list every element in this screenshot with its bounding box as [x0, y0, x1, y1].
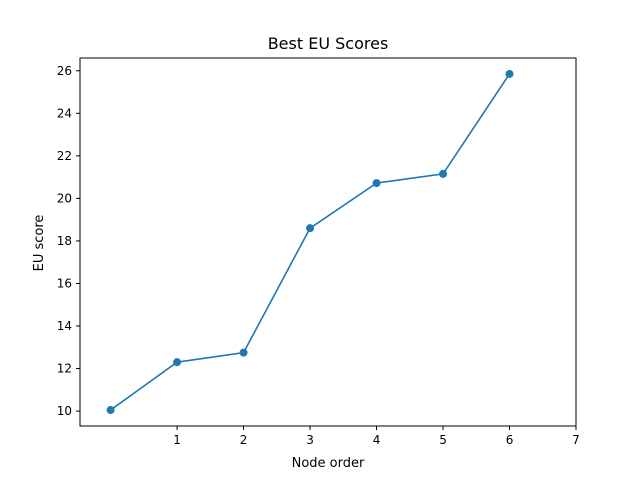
x-tick-label-6: 7: [572, 433, 580, 447]
x-axis-label: Node order: [292, 456, 365, 471]
y-tick-label-7: 24: [57, 106, 72, 120]
x-tick-label-4: 5: [439, 433, 447, 447]
x-tick-label-0: 1: [173, 433, 181, 447]
chart-title: Best EU Scores: [268, 34, 389, 53]
x-tick-label-2: 3: [306, 433, 314, 447]
data-point-0-6: [505, 69, 514, 78]
y-tick-label-1: 12: [57, 362, 72, 376]
y-tick-label-8: 26: [57, 64, 72, 78]
data-point-0-3: [306, 224, 315, 233]
x-tick-label-3: 4: [373, 433, 381, 447]
data-point-0-2: [239, 348, 248, 357]
y-tick-label-3: 16: [57, 276, 72, 290]
x-tick-label-5: 6: [506, 433, 514, 447]
data-point-0-0: [106, 406, 115, 415]
y-tick-label-5: 20: [57, 191, 72, 205]
y-tick-label-0: 10: [57, 404, 72, 418]
y-tick-label-2: 14: [57, 319, 72, 333]
data-point-0-1: [173, 358, 182, 367]
y-axis-label: EU score: [32, 215, 47, 272]
plot-frame: [79, 57, 577, 427]
data-point-0-5: [439, 169, 448, 178]
data-point-0-4: [372, 179, 381, 188]
y-tick-label-4: 18: [57, 234, 72, 248]
y-tick-label-6: 22: [57, 149, 72, 163]
x-tick-label-1: 2: [240, 433, 248, 447]
